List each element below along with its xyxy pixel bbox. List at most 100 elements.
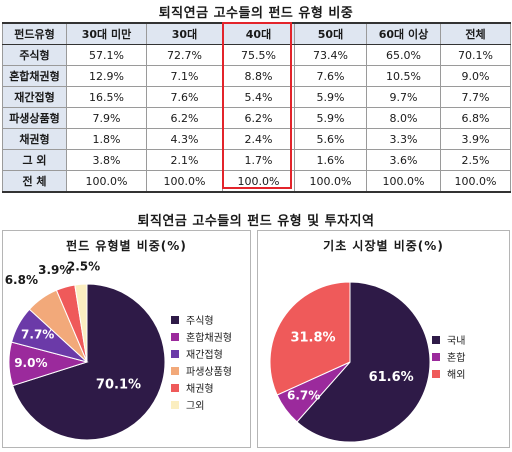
column-header: 전체 xyxy=(440,22,511,45)
table-cell: 1.8% xyxy=(66,128,147,150)
table-cell: 10.5% xyxy=(366,65,441,87)
table-cell: 73.4% xyxy=(294,44,367,66)
table-row: 혼합채권형 12.9% 7.1% 8.8% 7.6% 10.5% 9.0% xyxy=(2,65,511,87)
table-cell: 7.6% xyxy=(146,86,223,108)
pie-data-label: 6.7% xyxy=(287,389,320,403)
table-cell: 5.9% xyxy=(294,86,367,108)
table-cell: 12.9% xyxy=(66,65,147,87)
table-cell: 100.0% xyxy=(66,170,147,193)
column-header: 펀드유형 xyxy=(2,22,67,45)
legend-swatch xyxy=(171,366,179,375)
row-label: 전 체 xyxy=(2,170,67,193)
legend-item: 혼합 xyxy=(432,348,465,365)
legend-swatch xyxy=(171,315,179,324)
legend-label: 채권형 xyxy=(186,384,214,395)
row-label: 그 외 xyxy=(2,149,67,171)
legend-item: 혼합채권형 xyxy=(171,328,232,345)
row-label: 혼합채권형 xyxy=(2,65,67,87)
table-cell: 3.6% xyxy=(366,149,441,171)
column-header: 30대 미만 xyxy=(66,22,147,45)
legend-swatch xyxy=(432,369,440,378)
legend-label: 주식형 xyxy=(186,316,214,327)
table-cell: 16.5% xyxy=(66,86,147,108)
market-pie-chart: 61.6% 6.7% 31.8% xyxy=(269,281,431,443)
table-cell: 6.2% xyxy=(222,107,295,129)
legend-swatch xyxy=(171,332,179,341)
fund-type-pie-panel: 펀드 유형별 비중(%) 70.1% 9.0% 7.7% 6.8% 3.9% 2.5% 주… xyxy=(2,230,251,448)
table-cell: 100.0% xyxy=(294,170,367,193)
table-cell: 70.1% xyxy=(440,44,511,66)
table-cell: 1.7% xyxy=(222,149,295,171)
table-cell: 6.2% xyxy=(146,107,223,129)
column-header: 60대 이상 xyxy=(366,22,441,45)
table-cell: 5.4% xyxy=(222,86,295,108)
legend-label: 그외 xyxy=(186,401,205,412)
fund-type-table: 펀드유형 30대 미만 30대 40대 50대 60대 이상 전체 주식형 57.1% 72.7%… xyxy=(2,22,511,193)
legend-label: 혼합 xyxy=(447,353,466,364)
legend-label: 혼합채권형 xyxy=(186,333,232,344)
pie-slice-그외 xyxy=(74,283,88,363)
section-title: 퇴직연금 고수들의 펀드 유형 및 투자지역 xyxy=(137,214,375,229)
legend-swatch xyxy=(432,352,440,361)
pie-title-market: 기초 시장별 비중(%) xyxy=(323,239,444,253)
table-cell: 3.8% xyxy=(66,149,147,171)
row-label: 재간접형 xyxy=(2,86,67,108)
column-header: 30대 xyxy=(146,22,223,45)
table-cell: 72.7% xyxy=(146,44,223,66)
table-cell: 8.8% xyxy=(222,65,295,87)
pie-data-label: 9.0% xyxy=(14,356,47,370)
pie-data-label: 6.8% xyxy=(5,273,38,287)
pie-slice-국내 xyxy=(296,281,431,443)
table-cell: 7.7% xyxy=(440,86,511,108)
row-label: 채권형 xyxy=(2,128,67,150)
table-row: 그 외 3.8% 2.1% 1.7% 1.6% 3.6% 2.5% xyxy=(2,149,511,171)
pie-title-fund-type: 펀드 유형별 비중(%) xyxy=(66,239,187,253)
row-label: 파생상품형 xyxy=(2,107,67,129)
table-row: 전 체 100.0% 100.0% 100.0% 100.0% 100.0% 100.0% xyxy=(2,170,511,193)
pie-data-label: 2.5% xyxy=(67,260,100,274)
legend-swatch xyxy=(171,349,179,358)
pie-slice-해외 xyxy=(269,281,351,396)
table-cell: 100.0% xyxy=(222,170,295,193)
table-cell: 8.0% xyxy=(366,107,441,129)
legend-item: 채권형 xyxy=(171,379,232,396)
table-title: 퇴직연금 고수들의 펀드 유형 비중 xyxy=(158,6,354,21)
legend-swatch xyxy=(171,400,179,409)
legend-swatch xyxy=(432,335,440,344)
fund-type-pie-chart: 70.1% 9.0% 7.7% 6.8%3.9%2.5% xyxy=(5,260,166,441)
table-cell: 100.0% xyxy=(440,170,511,193)
table-cell: 100.0% xyxy=(146,170,223,193)
pie-data-label: 3.9% xyxy=(38,263,71,277)
pie-data-label: 61.6% xyxy=(369,370,414,385)
pie-data-label: 31.8% xyxy=(290,331,335,346)
legend-item: 주식형 xyxy=(171,311,232,328)
table-cell: 1.6% xyxy=(294,149,367,171)
table-cell: 4.3% xyxy=(146,128,223,150)
table-cell: 7.6% xyxy=(294,65,367,87)
table-cell: 2.1% xyxy=(146,149,223,171)
table-row: 재간접형 16.5% 7.6% 5.4% 5.9% 9.7% 7.7% xyxy=(2,86,511,108)
table-cell: 75.5% xyxy=(222,44,295,66)
pie-data-label: 70.1% xyxy=(96,378,141,393)
legend-label: 국내 xyxy=(447,336,466,347)
legend-label: 해외 xyxy=(447,370,466,381)
legend-item: 파생상품형 xyxy=(171,362,232,379)
table-cell: 6.8% xyxy=(440,107,511,129)
pie-data-label: 7.7% xyxy=(21,328,54,342)
legend-label: 재간접형 xyxy=(186,350,223,361)
legend-swatch xyxy=(171,383,179,392)
table-cell: 100.0% xyxy=(366,170,441,193)
table-cell: 3.3% xyxy=(366,128,441,150)
legend-item: 재간접형 xyxy=(171,345,232,362)
table-cell: 2.5% xyxy=(440,149,511,171)
table-cell: 7.1% xyxy=(146,65,223,87)
table-cell: 2.4% xyxy=(222,128,295,150)
column-header: 40대 xyxy=(222,22,295,45)
table-cell: 5.9% xyxy=(294,107,367,129)
legend-item: 그외 xyxy=(171,396,232,413)
legend-item: 해외 xyxy=(432,365,465,382)
column-header: 50대 xyxy=(294,22,367,45)
